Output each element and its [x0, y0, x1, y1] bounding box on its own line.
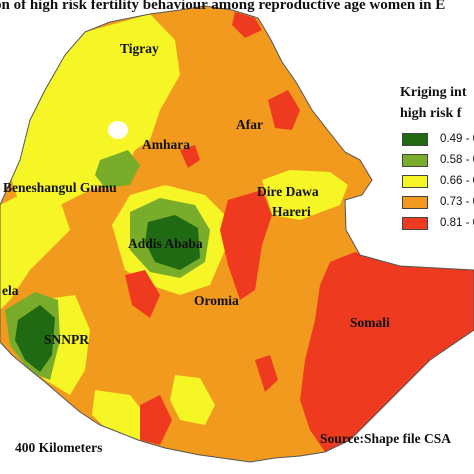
red-tigray-east [232, 12, 262, 38]
region-label-dire-dawa: Dire Dawa [257, 184, 319, 199]
map-title: on of high risk fertility behaviour amon… [0, 0, 446, 13]
legend-swatch [402, 133, 428, 146]
map-legend: Kriging int high risk f 0.49 - 0.57 0.58 … [380, 82, 474, 235]
region-label-snnpr: SNNPR [44, 332, 90, 347]
scale-bar-label: 400 Kilometers [15, 440, 103, 455]
region-label-beneshangul: Beneshangul Gumu [3, 180, 117, 195]
legend-swatch [402, 154, 428, 167]
red-southeast-small [255, 355, 278, 392]
red-afar [268, 90, 300, 130]
region-label-tigray: Tigray [120, 41, 159, 56]
source-note: Source:Shape file CSA [320, 431, 452, 446]
legend-label: 0.81 - 0.84 [440, 217, 474, 229]
yellow-west-band [0, 190, 70, 310]
region-label-hareri: Hareri [272, 204, 311, 219]
legend-title-line1: Kriging int [400, 85, 467, 100]
legend-item: 0.81 - 0.84 [380, 214, 474, 235]
legend-item: 0.73 - 0.8 [380, 193, 474, 214]
red-amhara-small [180, 145, 200, 168]
lightgreen-amhara [95, 150, 140, 188]
red-south [140, 395, 172, 445]
legend-rows: 0.49 - 0.57 0.58 - 0.65 0.66 - 0.72 0.73 - … [380, 130, 474, 235]
legend-swatch [402, 196, 428, 209]
legend-swatch [402, 217, 428, 230]
legend-item: 0.49 - 0.57 [380, 130, 474, 151]
legend-label: 0.73 - 0.8 [440, 196, 474, 208]
region-label-addis-ababa: Addis Ababa [128, 236, 203, 251]
yellow-south-center [170, 375, 215, 425]
region-label-somali: Somali [350, 315, 390, 330]
lake-tana [108, 121, 128, 139]
legend-label: 0.49 - 0.57 [440, 133, 474, 145]
legend-label: 0.66 - 0.72 [440, 175, 474, 187]
yellow-north-area [10, 14, 180, 215]
legend-swatch [402, 175, 428, 188]
region-label-gambela: ela [2, 283, 19, 298]
darkgreen-addis [145, 215, 200, 270]
red-somali [300, 252, 474, 452]
yellow-east-area [262, 170, 348, 220]
country-boundary [0, 5, 474, 463]
darkgreen-snnpr [15, 305, 55, 372]
legend-item: 0.58 - 0.65 [380, 151, 474, 172]
legend-item: 0.66 - 0.72 [380, 172, 474, 193]
region-label-oromia: Oromia [194, 293, 239, 308]
legend-title-line2: high risk f [400, 106, 462, 121]
red-central [220, 190, 272, 300]
legend-label: 0.58 - 0.65 [440, 154, 474, 166]
red-oromia-west [125, 270, 160, 318]
region-label-amhara: Amhara [142, 137, 190, 152]
region-label-afar: Afar [236, 117, 263, 132]
